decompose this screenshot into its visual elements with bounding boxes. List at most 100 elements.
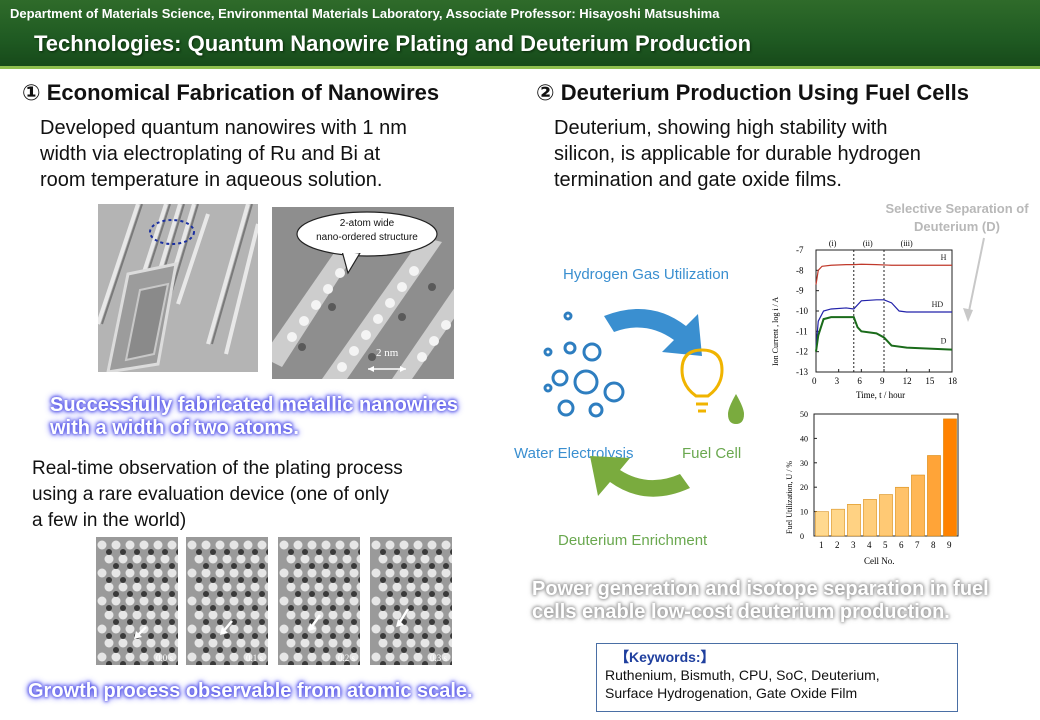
- highlight-nanowires: Successfully fabricated metallic nanowir…: [50, 394, 458, 440]
- y-axis-label: Fuel Utilization, U / %: [785, 461, 794, 534]
- x-tick-label: 18: [948, 376, 958, 386]
- frame-time-label: 0.2 s: [338, 653, 356, 663]
- x-tick-label: 1: [819, 540, 824, 550]
- x-tick-label: 8: [931, 540, 936, 550]
- deuterium-intro-line: Deuterium, showing high stability with: [554, 117, 888, 139]
- fuel-utilization-chart: 0 10 20 30 40 50 1 2 3 4 5 6 7 8 9 Cell No. Fuel Utiliza…: [785, 410, 959, 566]
- bar-cell-4: [863, 499, 877, 537]
- y-tick-label: -13: [796, 367, 808, 377]
- structure-callout-bubble: 2-atom wide nano-ordered structure: [296, 211, 438, 275]
- x-tick-label: 3: [851, 540, 856, 550]
- deuterium-intro-line: termination and gate oxide films.: [554, 169, 842, 191]
- y-tick-label: -7: [796, 245, 804, 255]
- y-tick-label: 10: [800, 508, 808, 517]
- fuel-drop-icon: [728, 394, 744, 424]
- frame-drawing: 0.2 s: [278, 537, 360, 665]
- deuterium-intro-line: silicon, is applicable for durable hydro…: [554, 143, 921, 165]
- label-deuterium-enrichment: Deuterium Enrichment: [558, 532, 708, 549]
- nanowire-micrograph-drawing: [98, 204, 258, 372]
- x-tick-label: 2: [835, 540, 840, 550]
- series-label: D: [941, 337, 947, 346]
- highlight-line: Successfully fabricated metallic nanowir…: [50, 394, 458, 416]
- header-banner: [0, 0, 1040, 66]
- callout-text: 2-atom wide nano-ordered structure: [296, 217, 438, 245]
- x-axis-label: Cell No.: [864, 556, 895, 566]
- label-fuel-cell: Fuel Cell: [682, 445, 742, 462]
- keywords-box: 【Keywords:】 Ruthenium, Bismuth, CPU, SoC…: [596, 643, 958, 712]
- frame-drawing: 0.0 s: [96, 537, 178, 665]
- frame-time-label: 0.0 s: [156, 653, 174, 663]
- observation-line: a few in the world): [32, 510, 187, 531]
- scale-bar-label: 2 nm: [376, 347, 399, 359]
- series-line-D2: [815, 316, 953, 352]
- bar-cell-1: [815, 511, 829, 537]
- x-tick-label: 12: [903, 376, 912, 386]
- light-bulb-icon: [680, 348, 724, 413]
- frame-drawing: 0.1 s: [186, 537, 268, 665]
- header-divider: [0, 66, 1040, 69]
- label-hydrogen-gas: Hydrogen Gas Utilization: [563, 266, 729, 283]
- y-axis-label: Ion Current , log i / A: [771, 297, 780, 366]
- bar-cell-7: [911, 474, 925, 537]
- highlight-line: Power generation and isotope separation …: [532, 578, 989, 600]
- nanowire-intro: Developed quantum nanowires with 1 nm wi…: [40, 115, 407, 193]
- x-tick-label: 5: [883, 540, 888, 550]
- x-tick-label: 15: [925, 376, 935, 386]
- section-heading-nanowires: ① Economical Fabrication of Nanowires: [22, 80, 440, 105]
- bar-cell-6: [895, 486, 909, 537]
- y-tick-label: 40: [800, 434, 808, 443]
- x-tick-label: 9: [880, 376, 885, 386]
- nanowire-intro-line: Developed quantum nanowires with 1 nm: [40, 117, 407, 139]
- callout-bubble-shape: [296, 211, 438, 275]
- x-tick-label: 9: [947, 540, 952, 550]
- time-lapse-frame: 0.1 s: [186, 537, 268, 665]
- series-label: H: [941, 253, 947, 262]
- frame-time-label: 0.3 s: [430, 653, 448, 663]
- x-tick-label: 0: [812, 376, 817, 386]
- highlight-deuterium: Power generation and isotope separation …: [532, 578, 989, 624]
- separation-arrow-icon: [963, 237, 985, 322]
- deuterium-intro: Deuterium, showing high stability with s…: [554, 115, 921, 193]
- time-lapse-frame: 0.2 s: [278, 537, 360, 665]
- bar-cell-3: [847, 504, 861, 537]
- y-tick-label: 20: [800, 483, 808, 492]
- cycle-arrow-green: [590, 456, 690, 497]
- x-tick-label: 7: [915, 540, 920, 550]
- cycle-arrow-blue: [604, 308, 702, 356]
- y-tick-label: -9: [796, 286, 804, 296]
- bar-cell-8: [927, 455, 941, 537]
- y-tick-label: -8: [796, 265, 804, 275]
- bar-cell-9: [943, 418, 957, 537]
- highlight-line: with a width of two atoms.: [50, 417, 299, 439]
- water-bubbles-icon: [543, 311, 625, 418]
- x-tick-label: 6: [899, 540, 904, 550]
- observation-line: using a rare evaluation device (one of o…: [32, 484, 390, 505]
- y-tick-label: 0: [800, 532, 804, 541]
- nanowire-micrograph: [98, 204, 258, 372]
- series-label: HD: [932, 300, 944, 309]
- keywords-line: Ruthenium, Bismuth, CPU, SoC, Deuterium,: [605, 667, 880, 683]
- x-tick-label: 6: [857, 376, 862, 386]
- series-line-H2: [815, 263, 952, 285]
- observation-text: Real-time observation of the plating pro…: [32, 456, 403, 534]
- department-line: Department of Materials Science, Environ…: [10, 6, 720, 21]
- y-tick-label: 50: [800, 410, 808, 419]
- callout-line: nano-ordered structure: [316, 232, 418, 243]
- selective-separation-label: Selective Separation of Deuterium (D): [885, 201, 1029, 234]
- y-tick-label: -10: [796, 306, 808, 316]
- time-lapse-frame: 0.0 s: [96, 537, 178, 665]
- callout-line: 2-atom wide: [339, 218, 395, 229]
- x-axis-label: Time, t / hour: [856, 390, 905, 400]
- y-tick-label: 30: [800, 459, 808, 468]
- phase-label: (iii): [901, 239, 913, 248]
- keywords-title: 【Keywords:】: [615, 649, 715, 665]
- ion-current-chart: (i) (ii) (iii) 0 3 6 9 12 15 18 -7 -8 -9 -10 -11 -12 -13…: [771, 239, 958, 400]
- observation-line: Real-time observation of the plating pro…: [32, 458, 403, 479]
- frame-drawing: 0.3 s: [370, 537, 452, 665]
- keywords-line: Surface Hydrogenation, Gate Oxide Film: [605, 685, 858, 701]
- section-heading-deuterium: ② Deuterium Production Using Fuel Cells: [536, 80, 970, 105]
- frame-time-label: 0.1 s: [246, 653, 264, 663]
- y-tick-label: -12: [796, 347, 808, 357]
- bar-cell-2: [831, 508, 845, 537]
- phase-label: (ii): [863, 239, 873, 248]
